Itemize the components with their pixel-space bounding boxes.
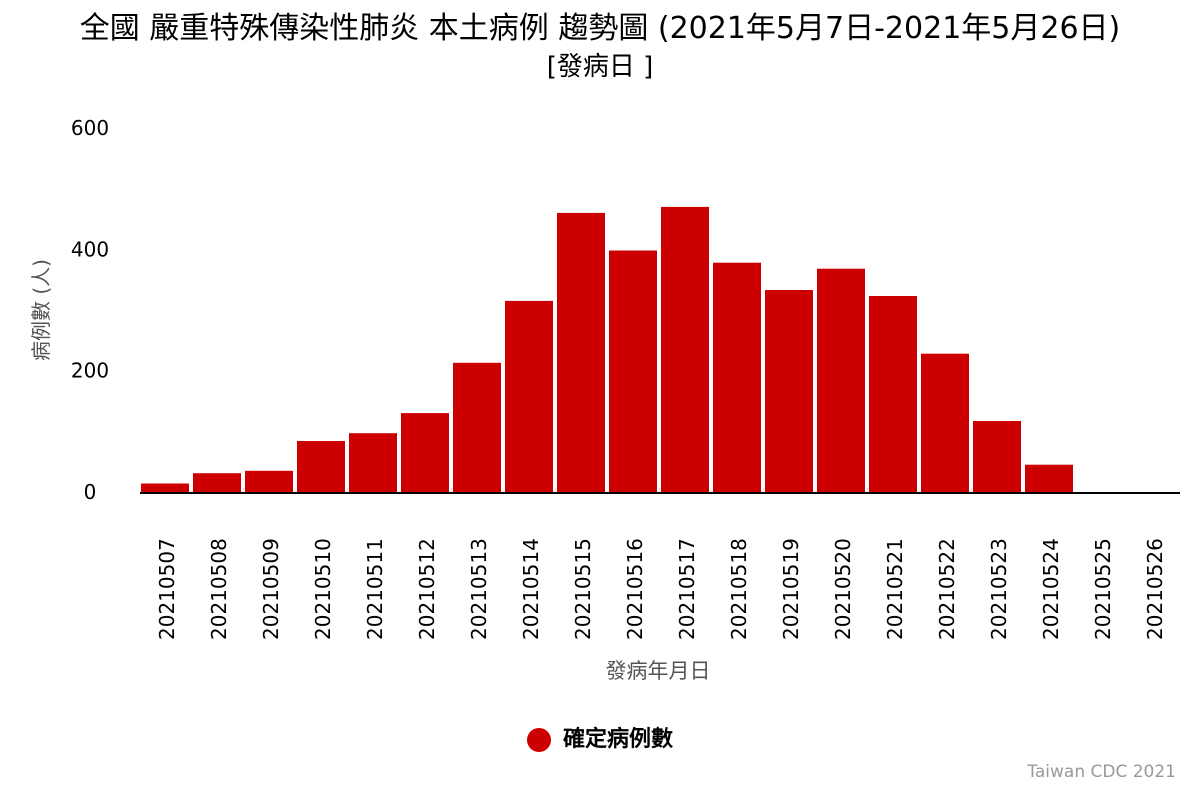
bar-20210522[interactable] xyxy=(921,353,969,492)
x-axis-title: 發病年月日 xyxy=(606,659,711,683)
y-tick-label: 0 xyxy=(84,480,97,504)
y-tick-labels: 0 200 400 600 xyxy=(71,116,109,504)
bar-20210515[interactable] xyxy=(557,212,605,492)
x-tick-label: 20210510 xyxy=(311,538,335,640)
chart-subtitle: [發病日 ] xyxy=(546,52,654,82)
bar-20210524[interactable] xyxy=(1025,464,1073,492)
y-axis-title: 病例數 (人) xyxy=(29,259,53,361)
x-tick-label: 20210522 xyxy=(935,538,959,640)
y-tick-label: 400 xyxy=(71,237,109,261)
x-tick-label: 20210509 xyxy=(259,538,283,640)
x-tick-label: 20210517 xyxy=(675,538,699,640)
x-tick-label: 20210511 xyxy=(363,538,387,640)
legend-label: 確定病例數 xyxy=(562,727,673,752)
legend[interactable]: 確定病例數 xyxy=(0,722,1200,758)
bars-group xyxy=(141,206,1073,493)
bar-20210519[interactable] xyxy=(765,290,813,492)
x-tick-label: 20210513 xyxy=(467,538,491,640)
bar-20210521[interactable] xyxy=(869,296,917,492)
legend-swatch xyxy=(526,728,551,752)
y-tick-label: 200 xyxy=(71,359,109,383)
bar-20210514[interactable] xyxy=(505,300,553,492)
x-tick-label: 20210514 xyxy=(519,538,543,640)
bar-20210507[interactable] xyxy=(141,483,189,493)
x-tick-label: 20210526 xyxy=(1143,538,1167,640)
bar-20210512[interactable] xyxy=(401,413,449,492)
x-tick-label: 20210519 xyxy=(779,538,803,640)
bar-20210520[interactable] xyxy=(817,268,865,492)
chart-title: 全國 嚴重特殊傳染性肺炎 本土病例 趨勢圖 (2021年5月7日-2021年5月… xyxy=(79,11,1121,46)
bar-20210518[interactable] xyxy=(713,262,761,492)
x-tick-label: 20210523 xyxy=(987,538,1011,640)
bar-20210516[interactable] xyxy=(609,250,657,493)
bar-20210511[interactable] xyxy=(349,433,397,492)
bar-20210517[interactable] xyxy=(661,206,709,492)
x-tick-label: 20210525 xyxy=(1091,538,1115,640)
bar-20210510[interactable] xyxy=(297,441,345,492)
x-tick-label: 20210524 xyxy=(1039,538,1063,640)
x-tick-label: 20210518 xyxy=(727,538,751,640)
x-tick-labels: 20210507 20210508 20210509 20210510 20210511… xyxy=(155,538,1167,640)
bar-20210523[interactable] xyxy=(973,421,1021,492)
bar-20210513[interactable] xyxy=(453,362,501,492)
bar-20210508[interactable] xyxy=(193,473,241,492)
y-tick-label: 600 xyxy=(71,116,109,140)
x-tick-label: 20210512 xyxy=(415,538,439,640)
x-tick-label: 20210521 xyxy=(883,538,907,640)
x-tick-label: 20210515 xyxy=(571,538,595,640)
x-tick-label: 20210507 xyxy=(155,538,179,640)
credit-text: Taiwan CDC 2021 xyxy=(1027,762,1176,782)
x-tick-label: 20210520 xyxy=(831,538,855,640)
x-tick-label: 20210508 xyxy=(207,538,231,640)
bar-20210509[interactable] xyxy=(245,470,293,492)
x-tick-label: 20210516 xyxy=(623,538,647,640)
